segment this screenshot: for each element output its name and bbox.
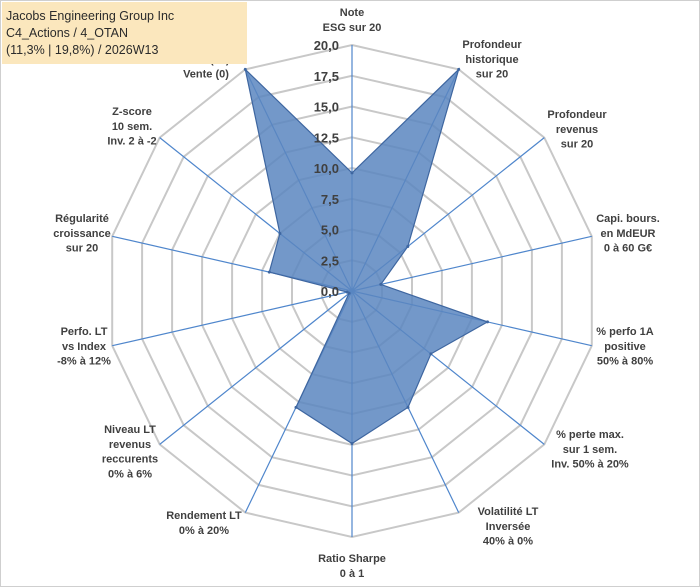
tick-label: 10,0 xyxy=(314,161,339,176)
axis-label-line: sur 20 xyxy=(561,139,593,151)
series-point xyxy=(345,290,349,294)
chart-title-box: Jacobs Engineering Group Inc C4_Actions … xyxy=(2,2,247,64)
axis-label-line: ESG sur 20 xyxy=(323,22,382,34)
axis-label-line: 0% à 20% xyxy=(179,525,229,537)
axis-label-line: Note xyxy=(340,7,364,19)
axis-label-line: 0 à 60 G€ xyxy=(604,243,652,255)
series-point xyxy=(267,270,271,274)
axis-label-line: revenus xyxy=(109,439,151,451)
axis-label: Rendement LT 0% à 20% xyxy=(166,510,242,537)
axis-label-line: Z-score xyxy=(112,106,152,118)
radar-series xyxy=(243,67,489,445)
axis-label-line: Profondeur xyxy=(462,39,522,51)
series-point xyxy=(278,232,282,235)
axis-label-line: sur 1 sem. xyxy=(563,444,617,456)
portfolio-name: C4_Actions / 4_OTAN xyxy=(6,26,129,40)
axis-spoke xyxy=(112,290,353,347)
series-point xyxy=(406,245,410,248)
axis-label-line: en MdEUR xyxy=(601,228,656,240)
series-point xyxy=(457,67,461,71)
axis-label-line: Ratio Sharpe xyxy=(318,553,386,565)
tick-label: 0,0 xyxy=(321,284,339,299)
axis-label-line: 10 sem. xyxy=(112,121,152,133)
axis-spoke xyxy=(351,235,592,292)
axis-label: Perfo. LT vs Index -8% à 12% xyxy=(57,326,111,368)
series-point xyxy=(243,67,247,71)
axis-label-line: Inv. 2 à -2 xyxy=(107,136,156,148)
tick-label: 2,5 xyxy=(321,253,339,268)
axis-label-line: 0% à 6% xyxy=(108,468,152,480)
axis-label-line: % perte max. xyxy=(556,429,624,441)
axis-label-line: Volatilité LT xyxy=(478,506,539,518)
axis-label: Niveau LT revenus reccurents 0% à 6% xyxy=(102,424,158,480)
series-point xyxy=(350,171,354,175)
axis-label: Régularité croissance sur 20 xyxy=(53,213,110,255)
axis-label-line: sur 20 xyxy=(476,69,508,81)
axis-label-line: Capi. bours. xyxy=(596,213,660,225)
axis-label-line: Inv. 50% à 20% xyxy=(551,459,629,471)
axis-label-line: Niveau LT xyxy=(104,424,156,436)
performance-stats: (11,3% | 19,8%) / 2026W13 xyxy=(6,43,159,57)
series-point xyxy=(294,405,298,409)
tick-label: 17,5 xyxy=(314,69,339,84)
axis-label: Profondeur revenus sur 20 xyxy=(547,109,607,151)
series-point xyxy=(350,442,354,445)
tick-label: 15,0 xyxy=(314,100,339,115)
axis-label-line: Rendement LT xyxy=(166,510,242,522)
axis-label-line: Inversée xyxy=(486,521,531,533)
tick-label: 12,5 xyxy=(314,130,339,145)
radial-tick-labels: 0,0 2,5 5,0 7,5 10,0 12,5 15,0 17,5 20,0 xyxy=(314,38,339,299)
series-point xyxy=(379,282,383,286)
axis-label-line: positive xyxy=(604,341,646,353)
axis-label: % perfo 1A positive 50% à 80% xyxy=(596,326,654,368)
axis-label-line: revenus xyxy=(556,124,598,136)
tick-label: 5,0 xyxy=(321,223,339,238)
axis-label: Volatilité LT Inversée 40% à 0% xyxy=(478,506,539,548)
tick-label: 7,5 xyxy=(321,192,339,207)
axis-label: Z-score 10 sem. Inv. 2 à -2 xyxy=(107,106,156,148)
tick-label: 20,0 xyxy=(314,38,339,53)
axis-label-line: croissance xyxy=(53,228,110,240)
axis-label: Ratio Sharpe 0 à 1 xyxy=(318,553,386,580)
axis-label-line: historique xyxy=(465,54,518,66)
axis-label-line: 0 à 1 xyxy=(340,568,364,580)
axis-label: Capi. bours. en MdEUR 0 à 60 G€ xyxy=(596,213,660,255)
axis-label: Note ESG sur 20 xyxy=(323,7,382,34)
axis-label-line: Perfo. LT xyxy=(61,326,108,338)
axis-label-line: sur 20 xyxy=(66,243,98,255)
axis-label-line: Profondeur xyxy=(547,109,607,121)
series-point xyxy=(406,405,410,409)
company-name: Jacobs Engineering Group Inc xyxy=(6,9,175,23)
series-point xyxy=(486,320,489,324)
axis-label: % perte max. sur 1 sem. Inv. 50% à 20% xyxy=(551,429,629,471)
axis-label-line: reccurents xyxy=(102,454,158,466)
axis-label-line: 40% à 0% xyxy=(483,536,533,548)
axis-label: Profondeur historique sur 20 xyxy=(462,39,522,81)
axis-label-line: Vente (0) xyxy=(183,69,229,81)
axis-label-line: 50% à 80% xyxy=(597,356,653,368)
axis-label-line: -8% à 12% xyxy=(57,356,111,368)
axis-spoke xyxy=(159,290,353,445)
axis-label-line: % perfo 1A xyxy=(596,326,654,338)
series-point xyxy=(429,352,433,356)
axis-label-line: Régularité xyxy=(55,213,109,225)
axis-label-line: vs Index xyxy=(62,341,107,353)
